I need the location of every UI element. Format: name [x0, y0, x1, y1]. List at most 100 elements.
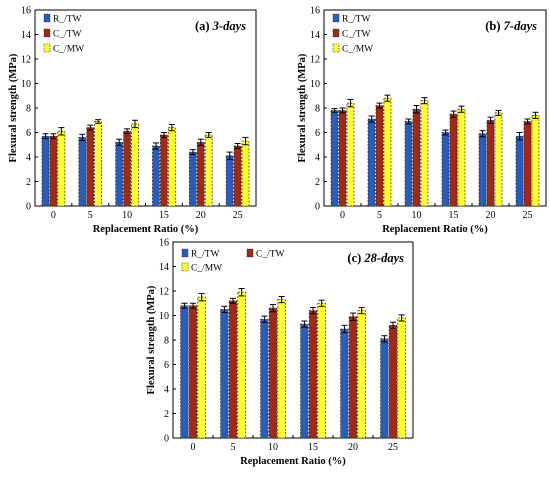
x-tick-label: 10 — [122, 210, 132, 221]
bar — [531, 114, 540, 207]
y-tick-label: 0 — [315, 202, 320, 213]
y-tick-label: 6 — [164, 360, 169, 371]
bar — [188, 305, 198, 439]
bar — [494, 112, 503, 207]
bar — [515, 135, 524, 207]
bar — [478, 133, 487, 207]
bar — [41, 135, 50, 207]
legend-entry: C_/MW — [342, 45, 373, 55]
bar — [357, 310, 366, 439]
bar — [397, 317, 406, 439]
y-tick-label: 16 — [21, 6, 31, 17]
y-tick-label: 6 — [26, 128, 31, 139]
y-tick-label: 10 — [159, 311, 169, 322]
bar — [86, 127, 95, 207]
bar — [486, 119, 495, 207]
panel-title: (c) 28-days — [347, 251, 404, 265]
bar — [375, 105, 384, 207]
x-tick-label: 0 — [340, 210, 345, 221]
bar — [523, 121, 532, 207]
x-tick-label: 15 — [159, 210, 169, 221]
bar — [420, 100, 429, 207]
legend: R_/TW C_/TW C_/MW — [332, 13, 373, 55]
y-tick-label: 8 — [26, 104, 31, 115]
bar — [196, 141, 205, 207]
x-tick-label: 25 — [388, 442, 398, 453]
bar — [160, 134, 168, 207]
y-tick-label: 4 — [315, 153, 320, 164]
bar — [123, 130, 131, 207]
bar — [330, 110, 339, 207]
x-tick-label: 20 — [348, 442, 358, 453]
bar — [233, 145, 242, 207]
x-tick-label: 10 — [412, 210, 422, 221]
legend-entry: R_/TW — [53, 15, 82, 25]
legend-swatch — [246, 248, 254, 258]
bar — [308, 310, 318, 439]
legend-swatch — [181, 262, 189, 272]
bar — [167, 127, 176, 207]
bar — [268, 307, 278, 439]
y-axis-title: Flexural strength (MPa) — [8, 53, 19, 162]
bar — [260, 318, 269, 439]
x-axis-title: Replacement Ratio (%) — [382, 224, 488, 235]
y-tick-label: 8 — [315, 104, 320, 115]
chart-panel-1: 0 2 4 6 8 10 12 14 16 0 5 10 15 20 25 Replacement Ratio… — [8, 6, 257, 235]
y-axis-title: Flexural strength (MPa) — [297, 53, 308, 162]
y-tick-label: 10 — [21, 79, 31, 90]
x-tick-label: 10 — [268, 442, 278, 453]
y-tick-label: 16 — [159, 238, 169, 249]
legend-entry: C_/TW — [53, 30, 82, 40]
legend-swatch — [181, 248, 189, 258]
x-tick-label: 5 — [88, 210, 93, 221]
bar — [380, 338, 389, 439]
x-tick-label: 25 — [233, 210, 243, 221]
panel-title: (b) 7-days — [485, 19, 537, 33]
bar — [346, 102, 355, 207]
bar — [115, 141, 124, 207]
legend-swatch — [332, 13, 340, 23]
x-tick-label: 0 — [51, 210, 56, 221]
legend-entry: C_/TW — [342, 30, 371, 40]
bar — [457, 108, 466, 207]
bar — [449, 113, 458, 207]
x-tick-label: 20 — [196, 210, 206, 221]
y-tick-label: 16 — [310, 6, 320, 17]
legend: R_/TW C_/TW C_/MW — [181, 248, 285, 274]
y-tick-label: 4 — [164, 385, 169, 396]
legend-swatch — [332, 28, 340, 38]
y-tick-label: 2 — [315, 177, 320, 188]
legend-entry: R_/TW — [191, 250, 220, 260]
legend-entry: R_/TW — [342, 15, 371, 25]
y-axis-title: Flexural strength (MPa) — [146, 285, 157, 394]
bar — [131, 123, 139, 207]
bar — [338, 110, 347, 207]
y-tick-label: 14 — [310, 30, 320, 41]
x-tick-label: 25 — [523, 210, 533, 221]
y-tick-label: 2 — [26, 177, 31, 188]
y-tick-label: 10 — [310, 79, 320, 90]
x-tick-label: 20 — [486, 210, 496, 221]
legend-entry: C_/MW — [53, 45, 84, 55]
bar — [78, 137, 87, 207]
y-tick-label: 8 — [164, 336, 169, 347]
bar — [277, 299, 286, 439]
bar — [383, 97, 392, 207]
bar — [237, 291, 246, 439]
panel-title: (a) 3-days — [195, 19, 246, 33]
x-tick-label: 15 — [308, 442, 318, 453]
bar — [441, 132, 450, 207]
chart-panel-2: 0 2 4 6 8 10 12 14 16 0 5 10 15 20 25 Replacement Ratio… — [297, 6, 547, 235]
bar — [388, 324, 398, 439]
bar — [57, 130, 66, 207]
bar — [94, 121, 103, 207]
x-tick-label: 5 — [231, 442, 236, 453]
legend-entry: C_/TW — [256, 250, 285, 260]
y-tick-label: 12 — [21, 55, 31, 66]
bar — [412, 108, 421, 207]
bar — [49, 135, 58, 207]
bar — [152, 145, 160, 207]
legend-swatch — [332, 43, 340, 53]
